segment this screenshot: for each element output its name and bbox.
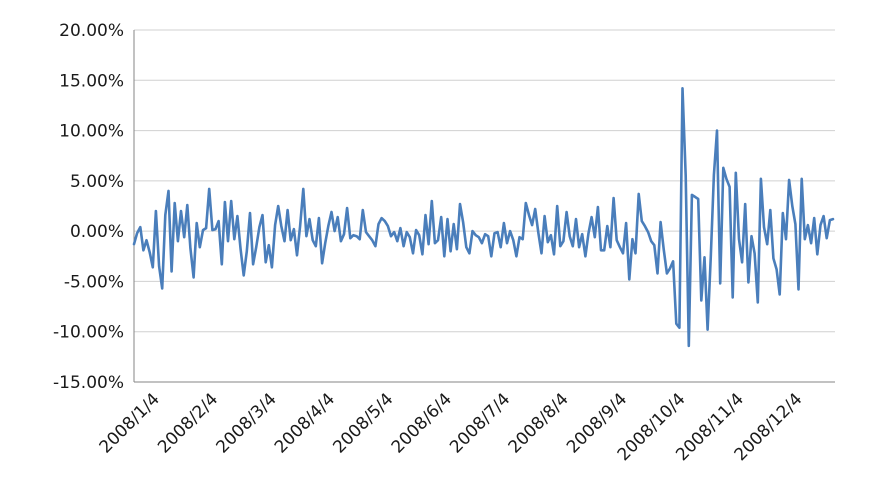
series-line <box>132 87 835 348</box>
y-tick-label: 15.00% <box>59 71 124 91</box>
y-tick-label: -10.00% <box>53 323 124 343</box>
y-tick-label: 20.00% <box>59 21 124 41</box>
y-tick-label: 0.00% <box>70 222 124 242</box>
x-tick-label: 2008/4/4 <box>271 389 339 457</box>
y-tick-label: -5.00% <box>64 272 124 292</box>
x-axis-tick-labels: 2008/1/42008/2/42008/3/42008/4/42008/5/4… <box>96 389 807 465</box>
x-tick-label: 2008/5/4 <box>329 389 397 457</box>
y-tick-label: 5.00% <box>70 172 124 192</box>
x-tick-label: 2008/6/4 <box>388 389 456 457</box>
x-tick-label: 2008/3/4 <box>213 389 281 457</box>
y-tick-label: 10.00% <box>59 122 124 142</box>
x-tick-label: 2008/1/4 <box>96 389 164 457</box>
y-tick-label: -15.00% <box>53 373 124 393</box>
x-tick-label: 2008/2/4 <box>154 389 222 457</box>
x-tick-label: 2008/7/4 <box>446 389 514 457</box>
y-axis-tick-labels: 20.00% 15.00% 10.00% 5.00% 0.00% -5.00% -10.00… <box>53 21 124 393</box>
x-tick-label: 2008/8/4 <box>505 389 573 457</box>
